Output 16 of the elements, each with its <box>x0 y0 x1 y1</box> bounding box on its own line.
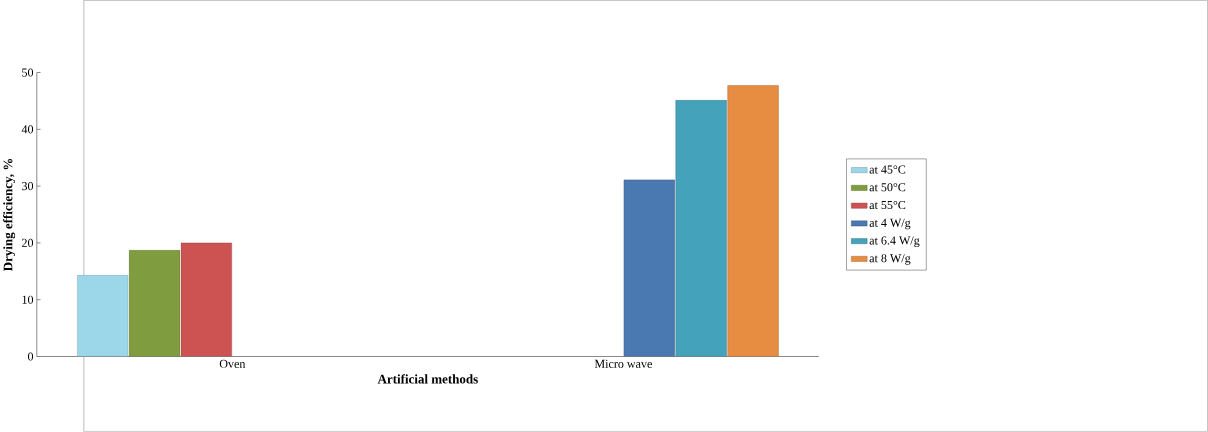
y-tick-label: 50 <box>22 68 34 77</box>
legend-label: at 6.4 W/g <box>869 236 920 248</box>
x-tick-label: Oven <box>219 359 246 368</box>
legend-label: at 50°C <box>869 183 906 192</box>
legend-label: at 45°C <box>869 165 906 174</box>
x-axis-title: Artificial methods <box>377 374 478 384</box>
x-tick-label: Micro wave <box>594 359 652 368</box>
legend-label: at 55°C <box>869 201 906 210</box>
y-tick-label: 10 <box>22 295 34 304</box>
y-tick-label: 20 <box>22 238 34 248</box>
legend-label: at 4 W/g <box>869 218 911 230</box>
legend-label: at 8 W/g <box>869 254 911 265</box>
y-axis-title: Drying efficiency, % <box>3 159 16 272</box>
y-tick-label: 0 <box>27 352 34 361</box>
y-tick-label: 30 <box>22 182 34 191</box>
y-tick-label: 40 <box>21 125 34 134</box>
